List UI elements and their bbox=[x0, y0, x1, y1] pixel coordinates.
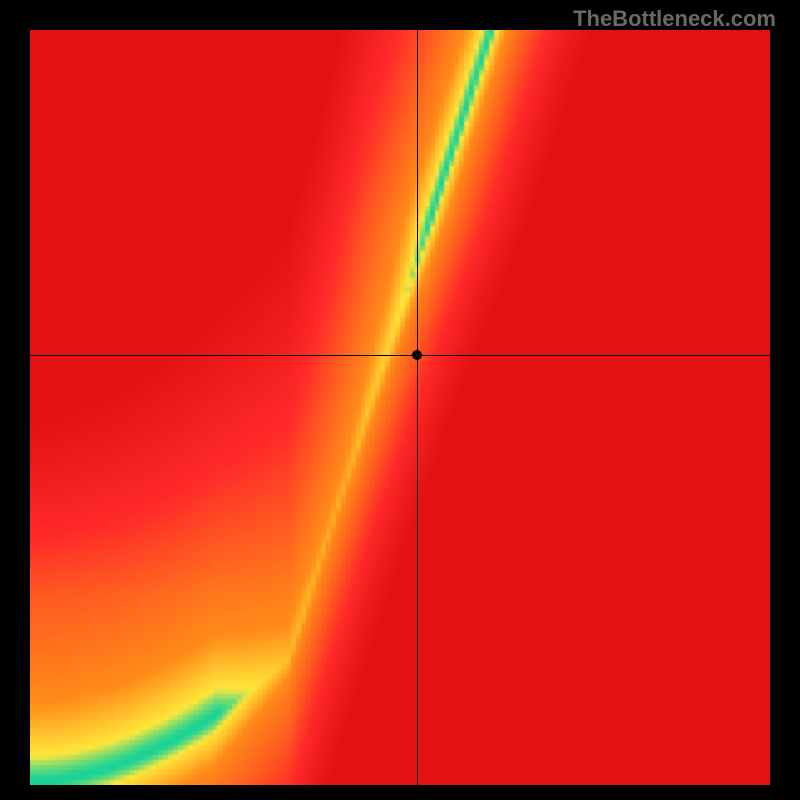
chart-container: TheBottleneck.com bbox=[0, 0, 800, 800]
bottleneck-heatmap bbox=[30, 30, 770, 785]
watermark-text: TheBottleneck.com bbox=[573, 6, 776, 32]
crosshair-vertical bbox=[417, 30, 418, 785]
crosshair-horizontal bbox=[30, 355, 770, 356]
crosshair-marker-dot bbox=[412, 350, 422, 360]
